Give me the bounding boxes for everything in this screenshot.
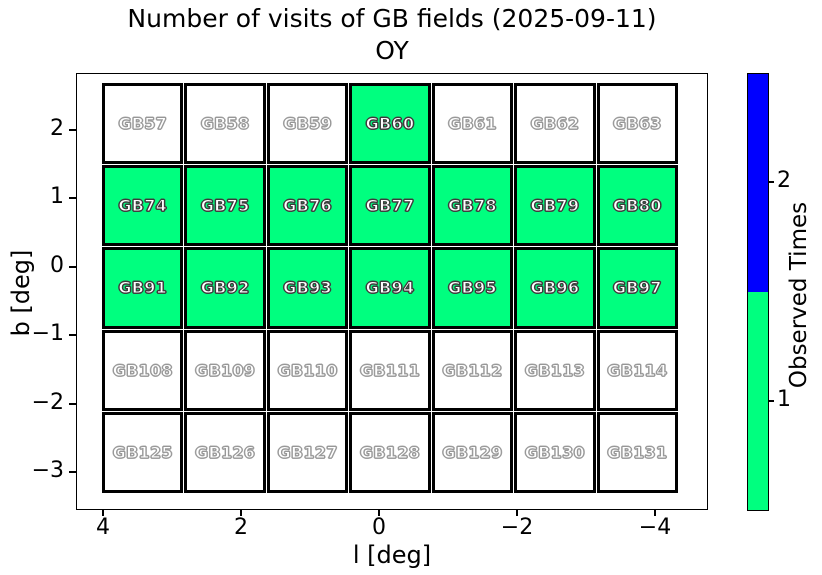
field-cell-gb78: GB78	[431, 165, 514, 247]
field-cell-gb114: GB114	[596, 329, 678, 411]
y-tick-mark	[69, 471, 76, 473]
field-cell-gb113: GB113	[514, 329, 596, 411]
y-tick-label: −2	[31, 390, 64, 415]
y-tick-mark	[69, 403, 76, 405]
field-cell-gb108: GB108	[102, 329, 184, 411]
field-cell-gb126: GB126	[184, 411, 266, 493]
field-cell-gb62: GB62	[514, 83, 596, 165]
field-cell-gb129: GB129	[431, 411, 514, 493]
field-cell-gb60: GB60	[349, 83, 431, 165]
field-cell-gb63: GB63	[596, 83, 678, 165]
field-cell-gb93: GB93	[266, 247, 349, 329]
field-cell-gb77: GB77	[349, 165, 431, 247]
field-cell-gb130: GB130	[514, 411, 596, 493]
plot-area: GB57 GB58 GB59 GB60 GB61 GB62 GB63 GB74 …	[76, 73, 708, 510]
field-cell-gb59: GB59	[266, 83, 349, 165]
colorbar-tick-label: 2	[777, 168, 791, 193]
colorbar-axis-label: Observed Times	[786, 201, 812, 389]
field-cell-gb111: GB111	[349, 329, 431, 411]
field-grid: GB57 GB58 GB59 GB60 GB61 GB62 GB63 GB74 …	[102, 83, 678, 493]
field-cell-gb91: GB91	[102, 247, 184, 329]
chart-title-line2: OY	[375, 36, 409, 65]
x-tick-mark	[654, 510, 656, 516]
y-tick-label: 0	[50, 253, 64, 278]
field-cell-gb131: GB131	[596, 411, 678, 493]
field-cell-gb96: GB96	[514, 247, 596, 329]
colorbar-segment-2-visits	[748, 74, 768, 292]
y-tick-mark	[69, 334, 76, 336]
field-cell-gb94: GB94	[349, 247, 431, 329]
x-tick-mark	[378, 510, 380, 516]
field-cell-gb76: GB76	[266, 165, 349, 247]
field-cell-gb128: GB128	[349, 411, 431, 493]
y-tick-mark	[69, 129, 76, 131]
x-tick-label: 4	[96, 515, 110, 540]
colorbar	[747, 73, 769, 511]
field-cell-gb74: GB74	[102, 165, 184, 247]
colorbar-tick-mark	[769, 181, 774, 183]
field-cell-gb95: GB95	[431, 247, 514, 329]
field-cell-gb79: GB79	[514, 165, 596, 247]
x-tick-mark	[240, 510, 242, 516]
x-tick-label: −2	[500, 515, 534, 540]
y-axis-label: b [deg]	[7, 249, 35, 337]
y-tick-label: 2	[50, 116, 64, 141]
colorbar-segment-1-visit	[748, 292, 768, 510]
field-cell-gb125: GB125	[102, 411, 184, 493]
y-tick-mark	[69, 197, 76, 199]
field-cell-gb58: GB58	[184, 83, 266, 165]
field-cell-gb61: GB61	[431, 83, 514, 165]
field-cell-gb57: GB57	[102, 83, 184, 165]
colorbar-tick-label: 1	[777, 387, 791, 412]
field-cell-gb110: GB110	[266, 329, 349, 411]
field-cell-gb109: GB109	[184, 329, 266, 411]
chart-title: Number of visits of GB fields (2025-09-1…	[76, 3, 708, 67]
field-cell-gb127: GB127	[266, 411, 349, 493]
x-tick-mark	[516, 510, 518, 516]
colorbar-tick-mark	[769, 400, 774, 402]
x-tick-label: 0	[372, 515, 386, 540]
field-cell-gb112: GB112	[431, 329, 514, 411]
field-cell-gb92: GB92	[184, 247, 266, 329]
x-tick-label: 2	[234, 515, 248, 540]
y-tick-label: −1	[31, 321, 64, 346]
field-cell-gb97: GB97	[596, 247, 678, 329]
y-tick-mark	[69, 266, 76, 268]
field-cell-gb80: GB80	[596, 165, 678, 247]
chart-title-line1: Number of visits of GB fields (2025-09-1…	[127, 4, 657, 33]
x-axis-label: l [deg]	[352, 541, 432, 569]
y-tick-label: −3	[31, 458, 64, 483]
x-tick-label: −4	[638, 515, 672, 540]
x-tick-mark	[102, 510, 104, 516]
field-cell-gb75: GB75	[184, 165, 266, 247]
y-tick-label: 1	[50, 184, 64, 209]
